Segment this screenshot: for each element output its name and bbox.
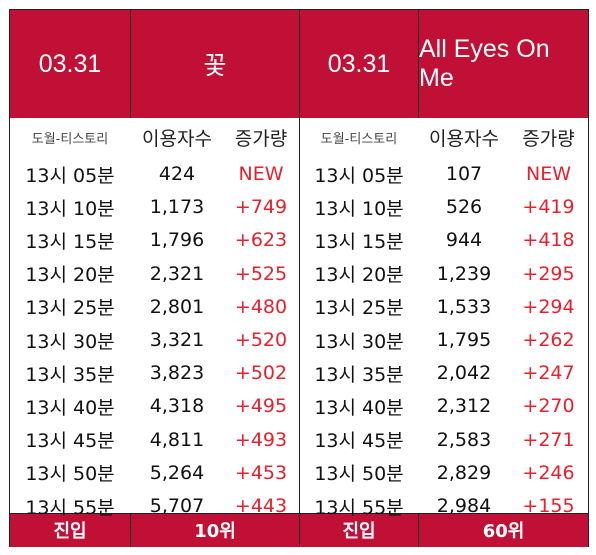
left-row-time: 13시 50분: [25, 463, 115, 486]
right-row-gain: +419: [522, 196, 575, 219]
right-row-gain: +418: [522, 229, 575, 252]
right-col-users-label: 이용자수: [429, 127, 499, 150]
right-row-time: 13시 55분: [314, 496, 404, 519]
right-row-time: 13시 45분: [314, 430, 404, 453]
footer-divider-3: [418, 513, 419, 547]
right-row-users: 2,312: [436, 395, 492, 418]
left-row-time: 13시 45분: [25, 430, 115, 453]
left-date: 03.31: [38, 49, 102, 78]
stats-table: 03.31 꽃 03.31 All Eyes On Me 도월-티스토리 이용자…: [9, 9, 589, 547]
right-row-users: 107: [445, 163, 483, 185]
right-col-time-label: 도월-티스토리: [320, 131, 398, 147]
left-row-users: 5,707: [149, 495, 205, 517]
left-row-time: 13시 15분: [25, 230, 115, 253]
right-row-gain: +271: [522, 428, 575, 451]
left-row-time: 13시 35분: [25, 363, 115, 386]
right-date: 03.31: [327, 49, 391, 78]
right-row-gain: +247: [522, 362, 575, 385]
right-col-gain-label: 증가량: [522, 127, 575, 150]
right-row-users: 2,984: [436, 495, 492, 517]
left-row-gain: +502: [234, 362, 288, 385]
left-row-users: 1,173: [149, 196, 205, 219]
left-row-users: 4,811: [149, 428, 205, 451]
right-row-users: 944: [445, 229, 483, 252]
right-row-users: 526: [445, 196, 483, 219]
right-song-title: All Eyes On Me: [419, 35, 550, 92]
left-row-gain: +623: [234, 229, 288, 252]
left-footer-status: 진입: [53, 521, 87, 542]
right-row-time: 13시 05분: [314, 164, 404, 187]
right-row-gain: NEW: [525, 163, 571, 185]
left-row-time: 13시 25분: [25, 297, 115, 320]
left-row-gain: +525: [234, 262, 288, 285]
right-row-users: 2,042: [436, 362, 492, 385]
left-row-time: 13시 30분: [25, 330, 115, 353]
right-row-time: 13시 20분: [314, 264, 404, 287]
left-row-users: 2,321: [149, 262, 205, 285]
left-row-gain: +453: [234, 461, 288, 484]
left-song-title: 꽃: [203, 52, 227, 80]
right-row-users: 1,239: [436, 262, 492, 285]
right-row-time: 13시 40분: [314, 396, 404, 419]
right-row-gain: +262: [522, 329, 575, 351]
right-row-time: 13시 35분: [314, 363, 404, 386]
left-row-gain: +480: [234, 295, 288, 318]
left-row-gain: +495: [234, 395, 288, 418]
right-row-gain: +246: [522, 461, 575, 484]
right-footer-status: 진입: [342, 521, 376, 542]
left-row-gain: +749: [234, 196, 288, 219]
right-row-time: 13시 25분: [314, 297, 404, 320]
center-divider: [299, 10, 300, 546]
right-row-gain: +155: [522, 495, 575, 517]
left-row-users: 3,321: [149, 329, 205, 351]
right-footer-rank: 60위: [482, 521, 525, 542]
left-row-time: 13시 10분: [25, 197, 115, 220]
right-row-time: 13시 50분: [314, 463, 404, 486]
right-row-gain: +295: [522, 262, 575, 285]
left-row-users: 1,796: [149, 229, 205, 252]
right-row-users: 1,533: [436, 295, 492, 318]
left-footer-rank: 10위: [194, 521, 236, 542]
left-row-time: 13시 55분: [25, 496, 115, 519]
left-col-gain-label: 증가량: [234, 127, 288, 150]
footer-divider-1: [130, 513, 131, 547]
header-divider-3: [418, 10, 419, 118]
left-row-gain: NEW: [238, 163, 284, 185]
left-row-users: 5,264: [149, 461, 205, 484]
left-row-users: 424: [158, 163, 196, 185]
left-row-users: 2,801: [149, 295, 205, 318]
left-col-time-label: 도월-티스토리: [31, 131, 109, 147]
right-row-gain: +294: [522, 295, 575, 318]
left-row-gain: +443: [234, 495, 288, 517]
left-row-users: 4,318: [149, 395, 205, 418]
right-row-users: 2,583: [436, 428, 492, 451]
right-row-users: 2,829: [436, 461, 492, 484]
left-row-gain: +520: [234, 329, 288, 351]
left-row-time: 13시 05분: [25, 164, 115, 187]
right-row-users: 1,795: [436, 329, 492, 351]
left-row-users: 3,823: [149, 362, 205, 385]
right-row-time: 13시 10분: [314, 197, 404, 220]
right-row-time: 13시 15분: [314, 230, 404, 253]
header-divider-1: [130, 10, 131, 118]
right-row-time: 13시 30분: [314, 330, 404, 353]
left-row-time: 13시 20분: [25, 264, 115, 287]
left-col-users-label: 이용자수: [142, 127, 212, 150]
left-row-gain: +493: [234, 428, 288, 451]
right-row-gain: +270: [522, 395, 575, 418]
left-row-time: 13시 40분: [25, 396, 115, 419]
